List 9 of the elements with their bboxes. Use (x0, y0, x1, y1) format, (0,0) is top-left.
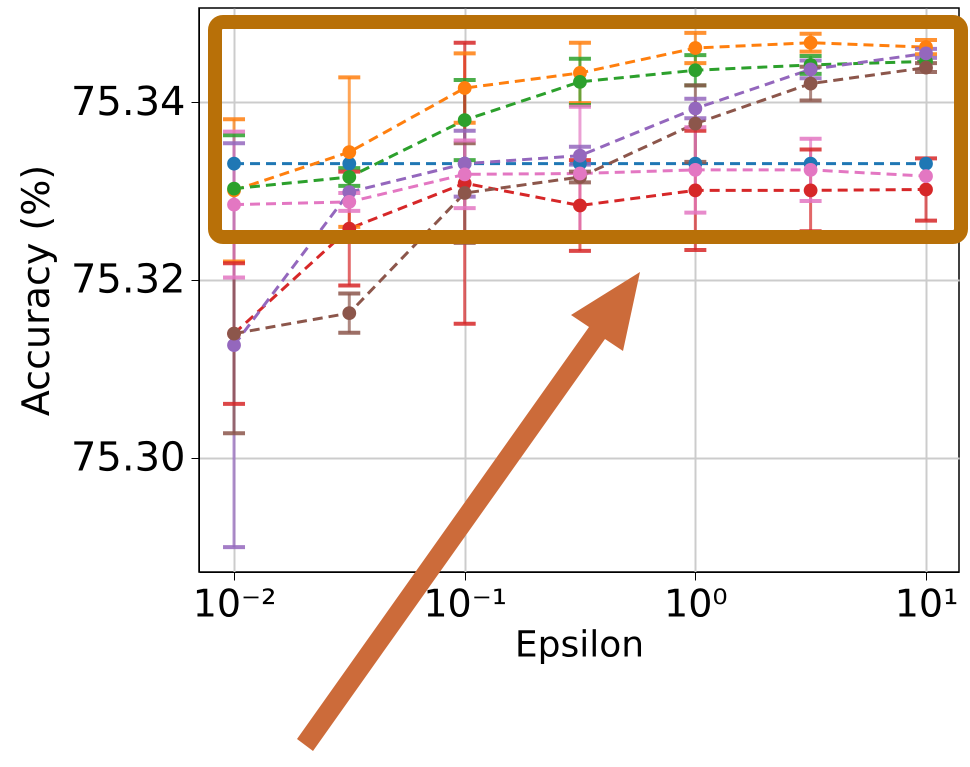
y-axis-title: Accuracy (%) (14, 164, 58, 416)
x-tick-label: 10⁰ (664, 582, 728, 626)
x-tick-label: 10¹ (894, 582, 958, 626)
x-tick-label: 10⁻² (192, 582, 276, 626)
x-tick-label: 10⁻¹ (423, 582, 508, 626)
x-axis-title: Epsilon (514, 624, 644, 666)
y-tick-label: 75.30 (70, 434, 186, 481)
y-tick-label: 75.34 (70, 78, 186, 125)
y-tick-label: 75.32 (70, 256, 186, 303)
